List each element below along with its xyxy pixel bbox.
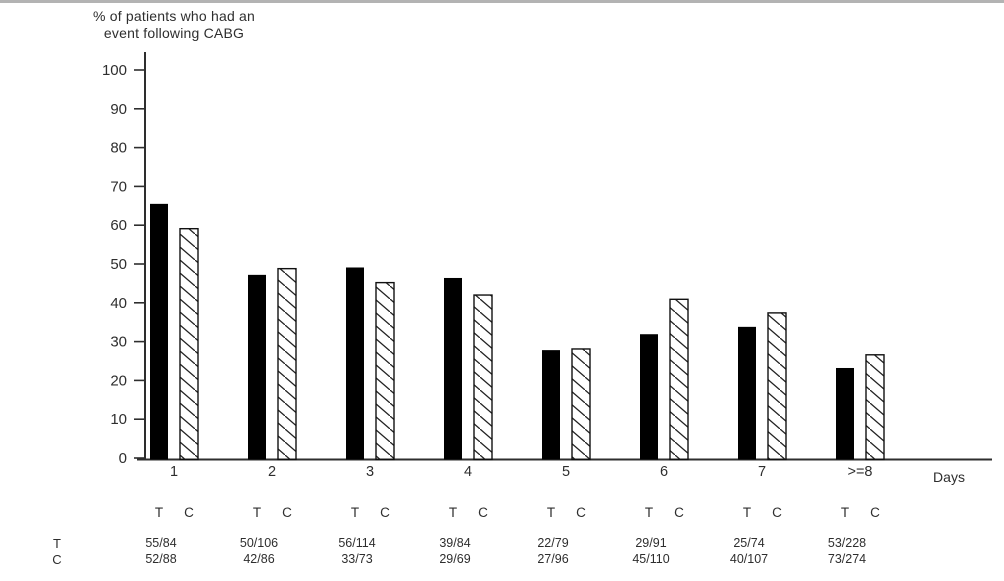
col-header-C-2: C — [282, 505, 292, 520]
x-category-label-1: 1 — [170, 464, 178, 480]
bar-C-3 — [375, 281, 395, 461]
fraction-T-2: 50/106 — [240, 536, 278, 550]
y-tick-label-40: 40 — [110, 295, 127, 312]
col-header-T-5: T — [547, 505, 555, 520]
col-header-C-7: C — [772, 505, 782, 520]
bar-C-4 — [473, 294, 493, 461]
x-category-label->=8: >=8 — [848, 464, 873, 480]
bar-T-6 — [640, 334, 658, 460]
col-header-T->=8: T — [841, 505, 849, 520]
fraction-C-2: 42/86 — [243, 552, 274, 566]
bar-T-2 — [248, 274, 266, 460]
bar-C-1 — [179, 227, 199, 461]
fraction-T-1: 55/84 — [145, 536, 176, 550]
x-category-label-2: 2 — [268, 464, 276, 480]
fraction-C-7: 40/107 — [730, 552, 768, 566]
col-header-T-2: T — [253, 505, 261, 520]
fraction-T-3: 56/114 — [338, 536, 375, 550]
y-tick-label-20: 20 — [110, 372, 127, 389]
x-category-label-7: 7 — [758, 464, 766, 480]
bar-C->=8 — [865, 354, 885, 461]
legend-row-label-t: T — [53, 536, 61, 551]
col-header-C-3: C — [380, 505, 390, 520]
y-tick-label-80: 80 — [110, 140, 127, 157]
y-tick-label-30: 30 — [110, 334, 127, 351]
col-header-T-7: T — [743, 505, 751, 520]
col-header-T-4: T — [449, 505, 457, 520]
col-header-T-6: T — [645, 505, 653, 520]
col-header-C-4: C — [478, 505, 488, 520]
fraction-T-4: 39/84 — [439, 536, 470, 550]
y-tick-label-0: 0 — [119, 450, 127, 467]
bar-T-3 — [346, 267, 364, 460]
fraction-C-4: 29/69 — [439, 552, 470, 566]
y-axis-title-line2: event following CABG — [103, 25, 245, 41]
fraction-T-7: 25/74 — [733, 536, 764, 550]
col-header-T-3: T — [351, 505, 359, 520]
bar-T->=8 — [836, 367, 854, 460]
fraction-C->=8: 73/274 — [828, 552, 866, 566]
fraction-T-5: 22/79 — [537, 536, 568, 550]
x-category-label-3: 3 — [366, 464, 374, 480]
y-tick-label-90: 90 — [110, 101, 127, 118]
fraction-C-3: 33/73 — [341, 552, 372, 566]
bar-C-5 — [571, 348, 591, 461]
col-header-C-1: C — [184, 505, 194, 520]
col-header-C-6: C — [674, 505, 684, 520]
bar-T-7 — [738, 326, 756, 460]
bar-T-4 — [444, 277, 462, 460]
y-axis-title-line1: % of patients who had an — [92, 8, 256, 24]
x-category-label-5: 5 — [562, 464, 570, 480]
bar-C-2 — [277, 267, 297, 461]
x-category-label-4: 4 — [464, 464, 472, 480]
fraction-C-1: 52/88 — [145, 552, 176, 566]
col-header-C-5: C — [576, 505, 586, 520]
bar-C-7 — [767, 312, 787, 461]
col-header-C->=8: C — [870, 505, 880, 520]
y-tick-label-60: 60 — [110, 217, 127, 234]
bar-T-5 — [542, 350, 560, 460]
bar-T-1 — [150, 203, 168, 460]
bar-C-6 — [669, 298, 689, 461]
x-category-label-6: 6 — [660, 464, 668, 480]
x-axis-label: Days — [933, 469, 965, 485]
y-tick-label-100: 100 — [102, 62, 127, 79]
legend-row-label-c: C — [52, 552, 62, 567]
y-tick-label-50: 50 — [110, 256, 127, 273]
fraction-T-6: 29/91 — [635, 536, 666, 550]
col-header-T-1: T — [155, 505, 163, 520]
y-axis-title: % of patients who had an event following… — [62, 8, 286, 42]
fraction-C-6: 45/110 — [632, 552, 669, 566]
fraction-T->=8: 53/228 — [828, 536, 866, 550]
y-tick-label-10: 10 — [110, 411, 127, 428]
screenshot-top-edge — [0, 0, 1004, 3]
fraction-C-5: 27/96 — [537, 552, 568, 566]
y-tick-label-70: 70 — [110, 178, 127, 195]
